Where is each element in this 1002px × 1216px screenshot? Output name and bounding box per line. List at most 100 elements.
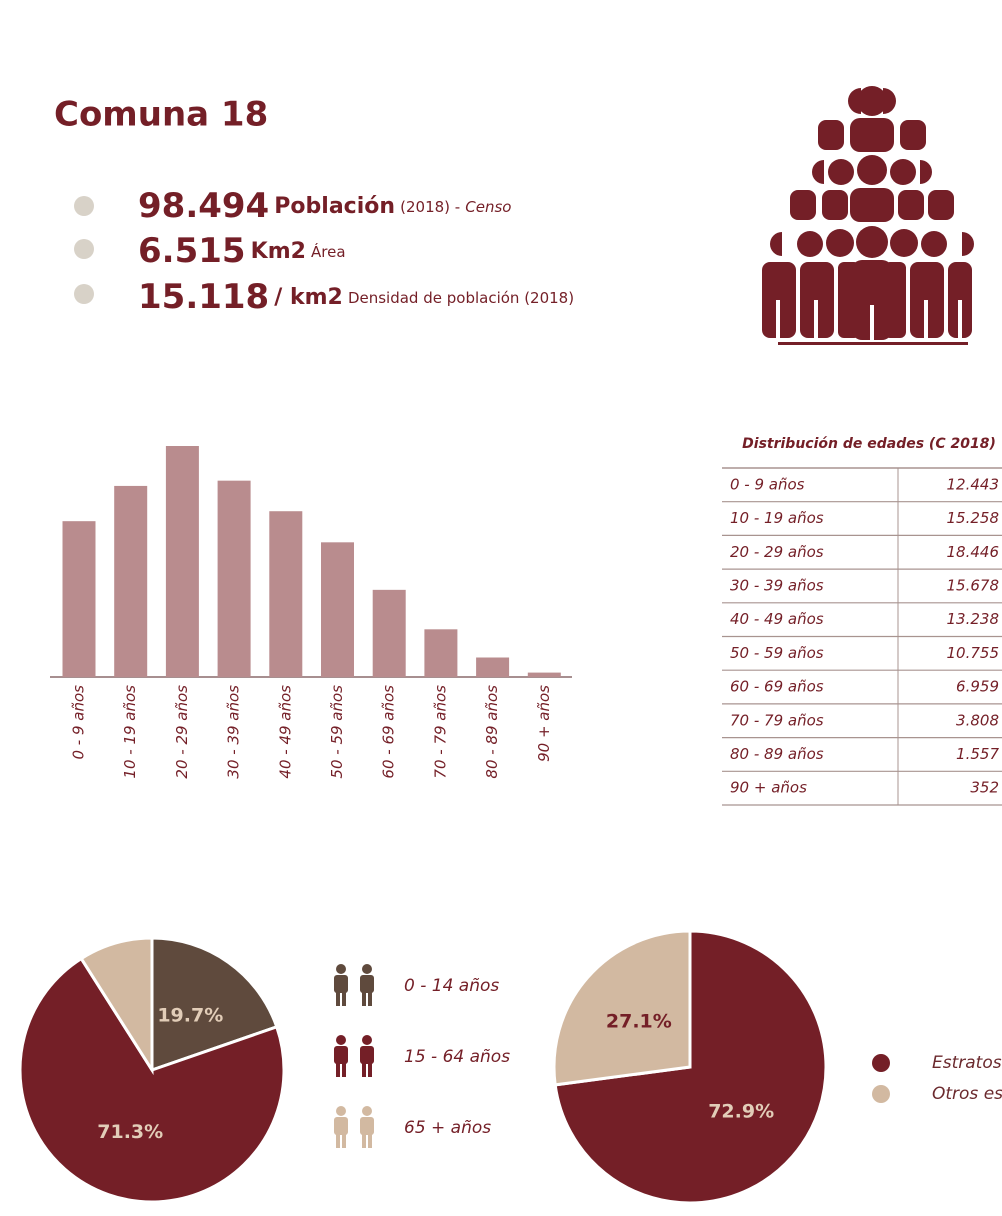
stat-source: Censo [465,198,511,216]
bar [476,657,510,677]
x-tick-label: 80 - 89 años [483,685,501,779]
table-cell: 13.238 [947,610,1000,628]
legend-icon [334,1117,348,1135]
legend-icon [336,1063,340,1077]
legend-icon [360,975,374,993]
legend-icon [360,1117,374,1135]
table-cell: 40 - 49 años [730,610,824,628]
x-tick-label: 30 - 39 años [225,685,243,779]
bar [217,480,251,677]
stat: 6.515 Km2 Área [138,231,346,271]
stat-value: 15.118 [138,277,269,317]
legend-icon [368,1063,372,1077]
table-cell: 90 + años [730,779,807,797]
bar [527,672,561,677]
table-title: Distribución de edades (C 2018) [742,436,996,452]
legend-icon [362,1134,366,1148]
table-cell: 0 - 9 años [730,475,805,493]
table-cell: 3.808 [956,711,999,729]
x-tick-label: 0 - 9 años [70,685,88,760]
table-cell: 6.959 [956,678,999,696]
legend-icon [362,1106,372,1116]
table-cell: 352 [970,779,999,797]
stat: 98.494 Población (2018) - Censo [138,186,511,226]
legend-icon [336,964,346,974]
x-tick-label: 50 - 59 años [328,685,346,779]
legend-icon [360,1046,374,1064]
stat-value: 6.515 [138,231,246,271]
bullet [74,284,94,304]
slice-label: 71.3% [97,1121,163,1143]
legend-icon [362,1063,366,1077]
table-cell: 18.446 [947,543,1000,561]
x-tick-label: 90 + años [535,685,553,762]
x-tick-label: 60 - 69 años [380,685,398,779]
bar [62,521,96,677]
legend-icon [336,992,340,1006]
bar [372,589,406,677]
stat-note: Área [311,242,346,261]
slice-label: 72.9% [708,1100,774,1122]
stat-value: 98.494 [138,186,269,226]
legend-icon [362,992,366,1006]
legend-icon [362,1035,372,1045]
stat: 15.118 / km2 Densidad de población (2018… [138,277,574,317]
pie-slice [552,929,692,1087]
table-cell: 50 - 59 años [730,644,824,662]
table-cell: 10.755 [947,644,1000,662]
x-tick-label: 40 - 49 años [276,685,294,779]
people-icon-gaps [776,300,962,341]
table-cell: 20 - 29 años [730,543,824,561]
legend-icon [334,975,348,993]
table-cell: 15.258 [947,509,1000,527]
pie-slice [79,936,154,1076]
table-cell: 80 - 89 años [730,745,824,763]
x-tick-label: 20 - 29 años [173,685,191,779]
table-cell: 1.557 [956,745,999,763]
legend-marker [872,1054,890,1072]
table-cell: 30 - 39 años [730,576,824,594]
legend-label: Estratos [932,1053,1002,1073]
stat-unit: / km2 [274,285,343,310]
legend-icon [368,1134,372,1148]
stat-unit: Población [274,194,395,219]
bar [424,629,458,677]
table-cell: 10 - 19 años [730,509,824,527]
legend-label: Otros es [932,1084,1002,1104]
bullets [74,196,94,304]
table-cell: 70 - 79 años [730,711,824,729]
legend-label: 15 - 64 años [404,1047,510,1067]
legend-icon [342,1063,346,1077]
legend-icon [362,964,372,974]
x-tick-label: 70 - 79 años [431,685,449,779]
legend-icon [334,1046,348,1064]
legend-icon [336,1134,340,1148]
bullet [74,196,94,216]
pie-slice [18,956,286,1204]
legend-icon [336,1035,346,1045]
people-icon [762,86,974,345]
table-cell: 60 - 69 años [730,678,824,696]
legend-icon [368,992,372,1006]
legend-icon [336,1106,346,1116]
bar [269,511,303,677]
legend-label: 65 + años [404,1118,491,1138]
legend-icon [342,1134,346,1148]
table-cell: 12.443 [947,475,1000,493]
bullet [74,239,94,259]
x-tick-label: 10 - 19 años [121,685,139,779]
slice-label: 19.7% [157,1005,223,1027]
bar [165,446,199,677]
legend-marker [872,1085,890,1103]
bar [114,485,148,677]
stat-note: (2018) - [400,198,460,216]
bar [321,542,354,677]
page-title: Comuna 18 [54,95,268,135]
legend-icon [342,992,346,1006]
slice-label: 27.1% [606,1011,672,1033]
stat-note: Densidad de población (2018) [348,289,574,307]
table-cell: 15.678 [947,576,1000,594]
legend-label: 0 - 14 años [404,976,499,996]
stat-unit: Km2 [251,239,306,264]
